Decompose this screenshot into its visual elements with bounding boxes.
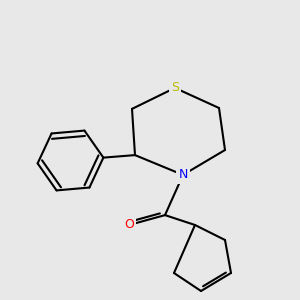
Text: S: S xyxy=(171,81,179,94)
Text: N: N xyxy=(178,168,188,182)
Text: O: O xyxy=(124,218,134,232)
